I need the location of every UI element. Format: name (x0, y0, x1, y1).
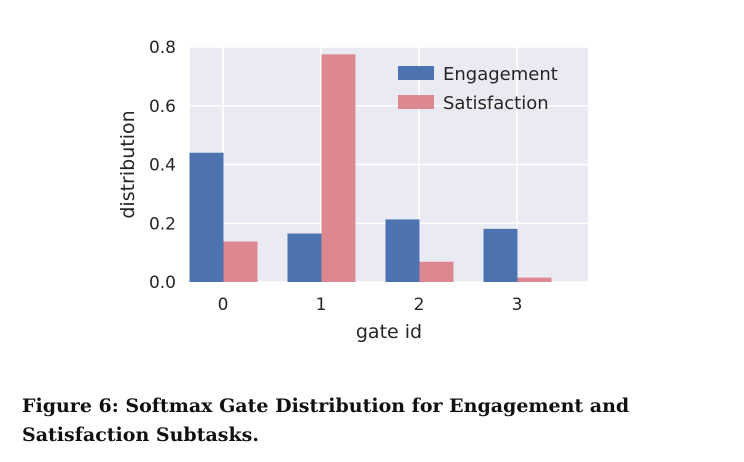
y-tick-label: 0.4 (149, 156, 176, 176)
figure-caption: Figure 6: Softmax Gate Distribution for … (22, 395, 630, 446)
y-tick-labels: 0.0 0.2 0.4 0.6 0.8 (149, 38, 176, 293)
x-axis-label: gate id (356, 321, 422, 343)
x-tick-labels: 0 1 2 3 (218, 295, 523, 315)
y-tick-label: 0.8 (149, 38, 176, 58)
bar-engagement-2 (385, 219, 420, 282)
bar-satisfaction-2 (419, 261, 454, 282)
bar-satisfaction-0 (223, 241, 258, 282)
y-axis-label: distribution (117, 110, 139, 218)
x-tick-label: 0 (218, 295, 229, 315)
bar-satisfaction-1 (321, 54, 356, 282)
x-tick-label: 2 (414, 295, 425, 315)
legend: Engagement Satisfaction (398, 64, 558, 114)
bar-engagement-3 (483, 228, 518, 282)
y-tick-label: 0.0 (149, 273, 176, 293)
x-tick-label: 1 (316, 295, 327, 315)
bar-satisfaction-3 (517, 277, 552, 282)
legend-label-engagement: Engagement (443, 64, 558, 85)
bar-engagement-1 (287, 233, 322, 282)
bar-engagement-0 (189, 152, 224, 282)
legend-label-satisfaction: Satisfaction (443, 93, 549, 114)
y-tick-label: 0.6 (149, 97, 176, 117)
x-tick-label: 3 (512, 295, 523, 315)
chart: 0.0 0.2 0.4 0.6 0.8 0 1 2 3 gate id distributio… (117, 38, 588, 343)
y-tick-label: 0.2 (149, 214, 176, 234)
legend-swatch-engagement (398, 66, 434, 80)
legend-swatch-satisfaction (398, 95, 434, 109)
bars (189, 54, 552, 282)
